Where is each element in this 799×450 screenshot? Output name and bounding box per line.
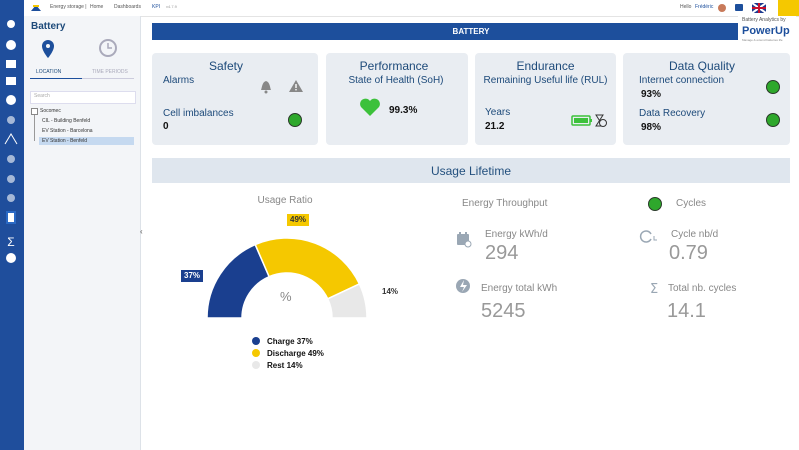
value: 98% — [641, 122, 662, 133]
corner-button[interactable] — [778, 0, 799, 16]
brand-box — [738, 16, 796, 46]
panel-tab-icons[interactable] — [40, 38, 120, 60]
breadcrumb-home[interactable]: Home — [90, 4, 104, 10]
card-performance — [326, 53, 468, 145]
gauge-segment — [254, 237, 361, 300]
legend-label: Charge 37% — [267, 336, 313, 346]
value: 99.3% — [389, 105, 418, 116]
svg-text:Σ: Σ — [650, 282, 658, 297]
label: Energy total kWh — [481, 283, 558, 294]
version: v4.7.9 — [166, 4, 177, 9]
value: 93% — [641, 89, 662, 100]
value: 21.2 — [485, 121, 505, 132]
label: Energy kWh/d — [485, 229, 548, 240]
label: Years — [485, 107, 511, 118]
breadcrumb-root[interactable]: Energy storage | — [50, 4, 87, 10]
gauge — [206, 237, 368, 319]
collapse-handle[interactable]: ‹ — [140, 227, 143, 236]
legend-item: Rest 14% — [252, 359, 324, 371]
tree-item[interactable]: EV Station - Barcelona — [42, 128, 93, 134]
tree-item[interactable]: CIL - Building Benfeld — [42, 118, 91, 124]
card-title: Safety — [208, 59, 244, 73]
card-safety — [152, 53, 318, 145]
label: Total nb. cycles — [668, 283, 737, 294]
tab-location[interactable]: LOCATION — [36, 69, 62, 75]
card-title: Data Quality — [668, 59, 736, 73]
metric-icons: Σ — [456, 230, 658, 297]
tree-selected — [39, 137, 134, 145]
brand-name: PowerUp — [742, 25, 790, 37]
card-title: Performance — [359, 59, 429, 73]
label: State of Health (SoH) — [348, 75, 444, 86]
endurance-icons — [571, 114, 607, 127]
legend-item: Discharge 49% — [252, 347, 324, 359]
data-label: 14% — [379, 286, 402, 298]
block-title: Energy Throughput — [462, 198, 548, 209]
value: 14.1 — [667, 300, 706, 322]
top-bar — [0, 0, 799, 17]
nav-icons[interactable]: Σ — [0, 16, 24, 266]
legend-dot — [252, 337, 260, 345]
header-title: BATTERY — [452, 27, 490, 36]
app-logo — [31, 5, 41, 11]
tree-item[interactable]: Socomec — [40, 108, 61, 114]
value: 0 — [163, 121, 169, 132]
tab-divider — [82, 78, 134, 79]
gauge-title: Usage Ratio — [257, 195, 313, 206]
tree-lines — [34, 114, 39, 141]
top-icons[interactable] — [718, 3, 748, 13]
legend-dot — [252, 349, 260, 357]
label: Alarms — [163, 75, 195, 86]
svg-text:Σ: Σ — [7, 235, 14, 249]
legend-label: Rest 14% — [267, 360, 303, 370]
block-title: Cycles — [676, 198, 707, 209]
card-endurance — [475, 53, 616, 145]
battery-header — [152, 23, 790, 40]
brand-caption: Battery Analytics by — [742, 17, 786, 23]
legend-dot — [252, 361, 260, 369]
value: 294 — [485, 242, 519, 264]
language-flag[interactable] — [752, 3, 766, 13]
data-label: 37% — [181, 270, 204, 282]
search-box[interactable] — [30, 91, 136, 104]
gauge-segment — [326, 282, 368, 319]
tree-item[interactable]: EV Station - Benfeld — [42, 138, 88, 144]
value: 5245 — [481, 300, 526, 322]
tab-time-periods[interactable]: TIME PERIODS — [92, 69, 128, 75]
brand-tagline: Manage & extend batteries life — [742, 38, 783, 42]
section-title: Usage Lifetime — [430, 164, 512, 178]
card-title: Endurance — [516, 59, 575, 73]
breadcrumb-dashboards[interactable]: Dashboards — [114, 4, 141, 10]
greeting: Hello — [680, 4, 692, 10]
value: 0.79 — [669, 242, 708, 264]
data-label: 49% — [287, 214, 310, 226]
search-placeholder: Search — [34, 93, 50, 99]
gauge-center: % — [280, 289, 292, 304]
label: Internet connection — [639, 75, 725, 86]
label: Data Recovery — [639, 108, 706, 119]
legend-item: Charge 37% — [252, 335, 324, 347]
label: Remaining Useful life (RUL) — [483, 75, 608, 86]
card-data-quality — [623, 53, 790, 145]
legend: Charge 37% Discharge 49% Rest 14% — [252, 335, 324, 371]
user-name[interactable]: Frédéric — [695, 4, 714, 10]
tree-toggle[interactable] — [31, 108, 38, 115]
label: Cell imbalances — [163, 108, 234, 119]
side-panel — [24, 16, 141, 450]
health-icon — [360, 98, 380, 116]
alarm-icons — [261, 80, 303, 94]
legend-label: Discharge 49% — [267, 348, 324, 358]
tab-underline — [30, 78, 82, 79]
label: Cycle nb/d — [671, 229, 719, 240]
left-nav — [0, 0, 24, 450]
panel-title: Battery — [31, 21, 66, 32]
section-bar — [152, 158, 790, 183]
breadcrumb-kpi[interactable]: KPI — [152, 4, 161, 10]
